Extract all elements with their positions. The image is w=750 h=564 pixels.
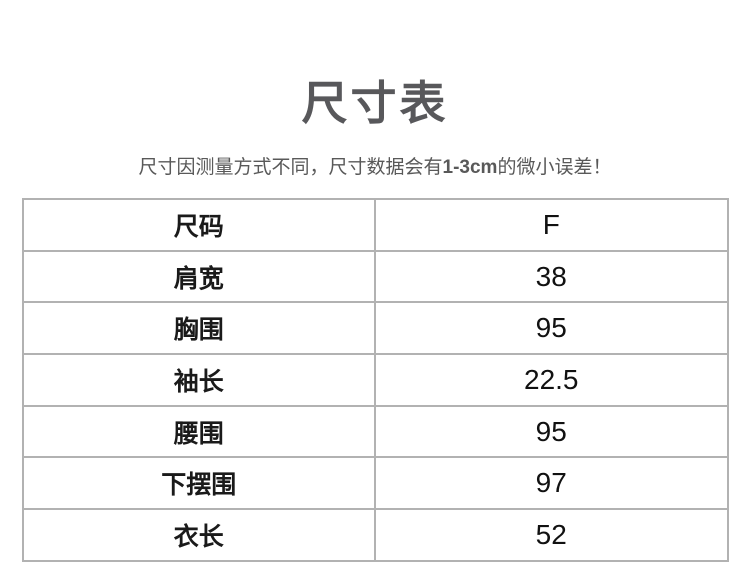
subtitle-prefix: 尺寸因测量方式不同，尺寸数据会有 (138, 157, 443, 178)
page-title: 尺寸表 (301, 77, 449, 129)
row-value-cell: 38 (374, 249, 729, 304)
row-label-cell: 下摆围 (21, 456, 376, 511)
table-row-waist: 腰围 95 (21, 404, 729, 459)
row-value-cell: 52 (374, 508, 729, 562)
size-table-body: 尺码 F 肩宽 38 胸围 95 袖长 22.5 腰围 95 下摆围 97 (21, 198, 729, 562)
size-table: 尺码 F 肩宽 38 胸围 95 袖长 22.5 腰围 95 下摆围 97 (21, 198, 729, 562)
row-label-cell: 肩宽 (21, 249, 376, 304)
table-row-bust: 胸围 95 (21, 301, 729, 356)
table-row-hem: 下摆围 97 (21, 456, 729, 511)
row-label-cell: 衣长 (21, 508, 376, 562)
subtitle-suffix: 的微小误差！ (497, 157, 612, 178)
row-value-cell: 97 (374, 456, 729, 511)
subtitle: 尺寸因测量方式不同，尺寸数据会有1-3cm的微小误差！ (0, 158, 750, 177)
row-value-cell: 95 (374, 404, 729, 459)
row-label-cell: 尺码 (21, 198, 376, 252)
subtitle-highlight: 1-3cm (442, 157, 498, 178)
row-label-cell: 胸围 (21, 301, 376, 356)
table-row-sleeve: 袖长 22.5 (21, 353, 729, 407)
row-value-cell: 95 (374, 301, 729, 356)
row-value-cell: F (374, 198, 729, 252)
row-label-cell: 腰围 (21, 404, 376, 459)
table-row-shoulder: 肩宽 38 (21, 249, 729, 304)
table-row-length: 衣长 52 (21, 508, 729, 562)
row-label-cell: 袖长 (21, 353, 376, 407)
row-value-cell: 22.5 (374, 353, 729, 407)
table-row-size: 尺码 F (21, 198, 729, 252)
